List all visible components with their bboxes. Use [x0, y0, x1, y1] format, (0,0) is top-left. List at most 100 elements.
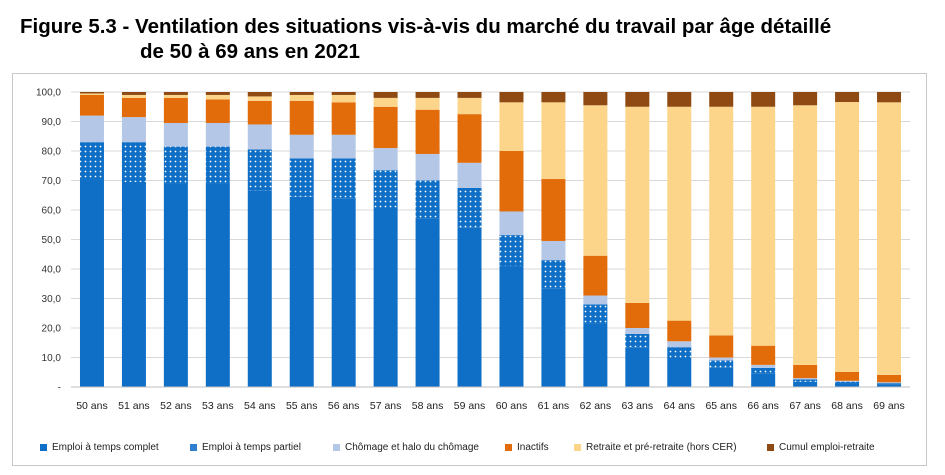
bar-segment-retraite [751, 106, 776, 346]
y-tick-label: - [58, 383, 61, 394]
bar-segment-emploi-complet [667, 357, 692, 387]
bar-segment-emploi-complet [415, 218, 440, 387]
chart-frame: - 10,0 20,0 30,0 40,0 50,0 60,0 70,0 80,0 90,0 100… [12, 73, 927, 466]
bar-segment-chomage [247, 124, 272, 150]
bar-segment-retraite [289, 94, 314, 101]
legend-swatch-inactifs [505, 444, 512, 451]
bar-segment-inactifs [751, 345, 776, 365]
bar-segment-retraite [373, 97, 398, 107]
x-tick-label: 56 ans [328, 400, 360, 412]
bar-segment-retraite [415, 97, 440, 110]
bar-segment-inactifs [331, 102, 356, 135]
legend: Emploi à temps complet Emploi à temps pa… [40, 442, 920, 458]
bar-segment-inactifs [163, 97, 188, 123]
bar-segment-inactifs [793, 364, 818, 379]
bar-segment-inactifs [79, 94, 104, 116]
bar-segment-emploi-partiel [415, 180, 440, 219]
bar-segment-cumul [583, 92, 608, 106]
bar-segment-inactifs [583, 255, 608, 296]
bar-segment-chomage [121, 117, 146, 143]
bar-segment-cumul [793, 92, 818, 106]
bar-segment-emploi-complet [121, 181, 146, 387]
legend-label-emploi-complet: Emploi à temps complet [52, 442, 159, 453]
bar-segment-inactifs [205, 99, 230, 123]
bar-segment-chomage [289, 134, 314, 159]
x-axis: 50 ans 51 ans 52 ans 53 ans 54 ans 55 ans 56 a… [71, 386, 910, 412]
bar-segment-emploi-complet [373, 210, 398, 387]
gridlines [71, 91, 910, 388]
bar-segment-chomage [709, 357, 734, 361]
bar-segment-emploi-partiel [541, 260, 566, 289]
bar-segment-emploi-partiel [877, 383, 902, 385]
bar-segment-retraite [793, 105, 818, 365]
bar-segment-retraite [331, 94, 356, 103]
bar-segment-cumul [667, 92, 692, 107]
bar-segment-cumul [121, 92, 146, 95]
bar-segment-emploi-partiel [289, 158, 314, 197]
y-tick-label: 80,0 [42, 147, 62, 158]
bar-segment-cumul [877, 92, 902, 103]
bar-segment-chomage [583, 295, 608, 305]
bar-segment-retraite [205, 94, 230, 100]
x-tick-label: 60 ans [496, 400, 528, 412]
bar-segment-retraite [457, 97, 482, 115]
legend-item-chomage: Chômage et halo du chômage [333, 442, 479, 453]
x-tick-label: 68 ans [831, 400, 863, 412]
bar-segment-chomage [205, 122, 230, 147]
y-tick-label: 30,0 [42, 294, 62, 305]
x-tick-label: 55 ans [286, 400, 318, 412]
y-tick-label: 50,0 [42, 235, 62, 246]
bar-segment-cumul [751, 92, 776, 107]
bar-segment-retraite [835, 102, 860, 372]
bar-segment-retraite [499, 102, 524, 151]
bar-segment-chomage [667, 341, 692, 348]
x-tick-label: 62 ans [580, 400, 612, 412]
bar-segment-emploi-partiel [457, 187, 482, 228]
x-tick-label: 53 ans [202, 400, 234, 412]
bar-segment-emploi-partiel [331, 158, 356, 199]
bar-segment-chomage [793, 378, 818, 380]
legend-label-chomage: Chômage et halo du chômage [345, 442, 479, 453]
legend-swatch-retraite [574, 444, 581, 451]
bar-segment-emploi-partiel [709, 360, 734, 368]
bar-segment-chomage [751, 364, 776, 368]
chart-title: Figure 5.3 - Ventilation des situations … [20, 14, 925, 64]
bar-segment-emploi-complet [583, 323, 608, 387]
bar-segment-cumul [457, 92, 482, 98]
bar-segment-emploi-complet [331, 198, 356, 387]
bar-segment-inactifs [541, 179, 566, 241]
bar-segment-chomage [835, 380, 860, 382]
bar-segment-retraite [79, 93, 104, 95]
legend-swatch-cumul [767, 444, 774, 451]
x-tick-label: 65 ans [705, 400, 737, 412]
bar-segment-emploi-partiel [751, 367, 776, 374]
bar-segment-cumul [541, 92, 566, 103]
bar-segment-inactifs [415, 109, 440, 154]
bar-segment-emploi-complet [457, 227, 482, 387]
bar-segment-emploi-complet [877, 384, 902, 387]
x-tick-label: 57 ans [370, 400, 402, 412]
bar-segment-chomage [373, 148, 398, 171]
bar-segment-emploi-complet [289, 196, 314, 387]
bar-segment-inactifs [373, 106, 398, 149]
bar-segment-cumul [163, 92, 188, 95]
bar-segment-emploi-complet [205, 183, 230, 387]
y-tick-label: 90,0 [42, 117, 62, 128]
x-tick-label: 67 ans [789, 400, 821, 412]
bar-segment-chomage [163, 122, 188, 147]
bar-segment-emploi-complet [79, 179, 104, 387]
bar-segment-emploi-complet [751, 373, 776, 387]
bar-segment-emploi-complet [163, 183, 188, 387]
bar-segment-retraite [163, 94, 188, 98]
legend-item-cumul: Cumul emploi-retraite [767, 442, 875, 453]
bar-segment-chomage [877, 382, 902, 384]
bar-segment-inactifs [709, 335, 734, 358]
x-tick-label: 54 ans [244, 400, 276, 412]
bar-segment-cumul [79, 92, 104, 94]
x-tick-label: 66 ans [747, 400, 779, 412]
bar-segment-retraite [625, 106, 650, 303]
x-tick-label: 52 ans [160, 400, 192, 412]
bar-segment-chomage [499, 211, 524, 236]
bar-segment-inactifs [457, 114, 482, 163]
bar-segment-inactifs [835, 371, 860, 381]
